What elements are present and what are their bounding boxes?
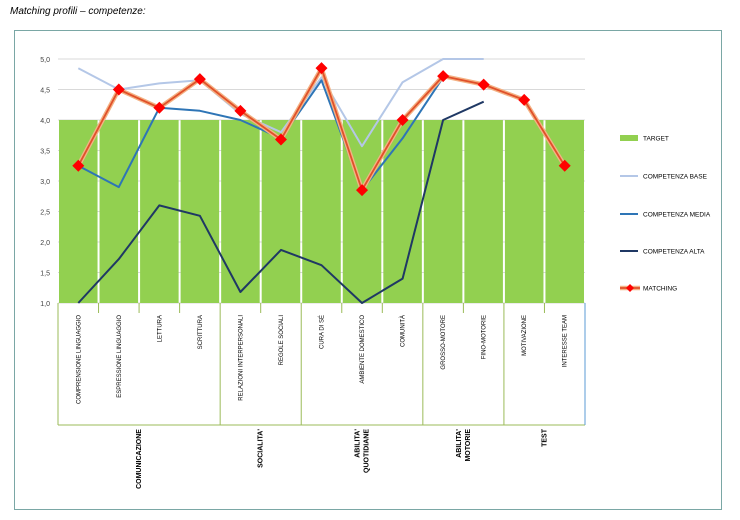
y-axis-labels: 1,0 1,5 2,0 2,5 3,0 3,5 4,0 4,5 5,0 [40, 57, 50, 308]
category-label: GROSSO-MOTORE [441, 315, 447, 370]
matching-marker [356, 184, 369, 197]
page-title: Matching profili – competenze: [10, 6, 146, 17]
matching-marker [153, 101, 166, 114]
category-label: COMPRENSIONE LINGUAGGIO [76, 315, 82, 404]
target-bar [261, 120, 301, 303]
target-bar [221, 120, 260, 303]
y-tick-label: 3,0 [40, 179, 50, 186]
legend-matching-label: MATCHING [643, 286, 677, 293]
legend-competenza-base-label: COMPETENZA BASE [643, 174, 708, 181]
matching-marker [518, 93, 531, 106]
x-axis-groups: COMUNICAZIONE SOCIALITA' ABILITA' QUOTIDIAN… [57, 303, 586, 489]
matching-marker [396, 114, 409, 126]
target-bar [59, 120, 98, 303]
target-bar [99, 120, 139, 303]
y-tick-label: 1,0 [40, 301, 50, 308]
legend-competenza-media-label: COMPETENZA MEDIA [643, 212, 711, 219]
category-label: REGOLE SOCIALI [279, 315, 285, 366]
target-bar [464, 120, 503, 303]
matching-marker [234, 104, 247, 117]
group-label: COMUNICAZIONE [136, 429, 143, 489]
y-tick-label: 3,5 [40, 149, 50, 156]
matching-marker [193, 73, 206, 86]
matching-marker [437, 70, 450, 83]
target-bar [423, 120, 463, 303]
group-label: MOTORIE [465, 429, 472, 462]
category-label: CURA DI SÉ [319, 315, 326, 349]
legend-target-label: TARGET [643, 136, 669, 143]
group-label: QUOTIDIANE [364, 429, 371, 473]
group-label: TEST [541, 428, 548, 447]
legend: TARGET COMPETENZA BASE COMPETENZA MEDIA COM… [620, 135, 711, 293]
category-label: COMUNITÀ [400, 315, 407, 347]
target-bar [383, 120, 422, 303]
category-label: RELAZIONI INTERPERSONALI [238, 315, 244, 401]
matching-marker [112, 83, 125, 96]
category-label: SCRITTURA [198, 315, 204, 349]
category-label: ESPRESSIONE LINGUAGGIO [117, 315, 123, 398]
competenza-base-line [77, 58, 484, 148]
legend-competenza-alta-label: COMPETENZA ALTA [643, 249, 705, 256]
y-tick-label: 4,5 [40, 88, 50, 95]
matching-marker [315, 62, 328, 75]
target-bar [545, 120, 584, 303]
matching-marker [72, 159, 85, 172]
group-label: ABILITA' [355, 429, 362, 458]
category-label: FINO-MOTORIE [482, 315, 488, 359]
matching-marker [274, 133, 287, 146]
y-tick-label: 5,0 [40, 57, 50, 64]
legend-target-swatch [620, 135, 638, 141]
category-label: LETTURA [157, 315, 163, 342]
matching-marker [477, 78, 490, 91]
y-tick-label: 2,5 [40, 210, 50, 217]
target-bar [504, 120, 544, 303]
matching-marker [558, 159, 571, 172]
target-bar [302, 120, 341, 303]
category-label: INTERESSE TEAM [563, 315, 569, 367]
x-axis-categories: COMPRENSIONE LINGUAGGIO ESPRESSIONE LINGU… [57, 303, 586, 404]
group-label: ABILITA' [456, 429, 463, 458]
legend-matching-marker [626, 284, 634, 292]
category-label: AMBIENTE DOMESTICO [360, 315, 366, 384]
target-bar [140, 120, 179, 303]
chart-frame [14, 30, 722, 510]
y-tick-label: 1,5 [40, 271, 50, 278]
category-label: MOTIVAZIONE [522, 315, 528, 356]
y-tick-label: 2,0 [40, 240, 50, 247]
matching-markers [72, 62, 571, 197]
target-bars [59, 120, 584, 303]
competenza-media-line [77, 76, 444, 192]
y-tick-label: 4,0 [40, 118, 50, 125]
competenza-alta-line [77, 100, 485, 304]
group-label: SOCIALITA' [258, 429, 265, 468]
